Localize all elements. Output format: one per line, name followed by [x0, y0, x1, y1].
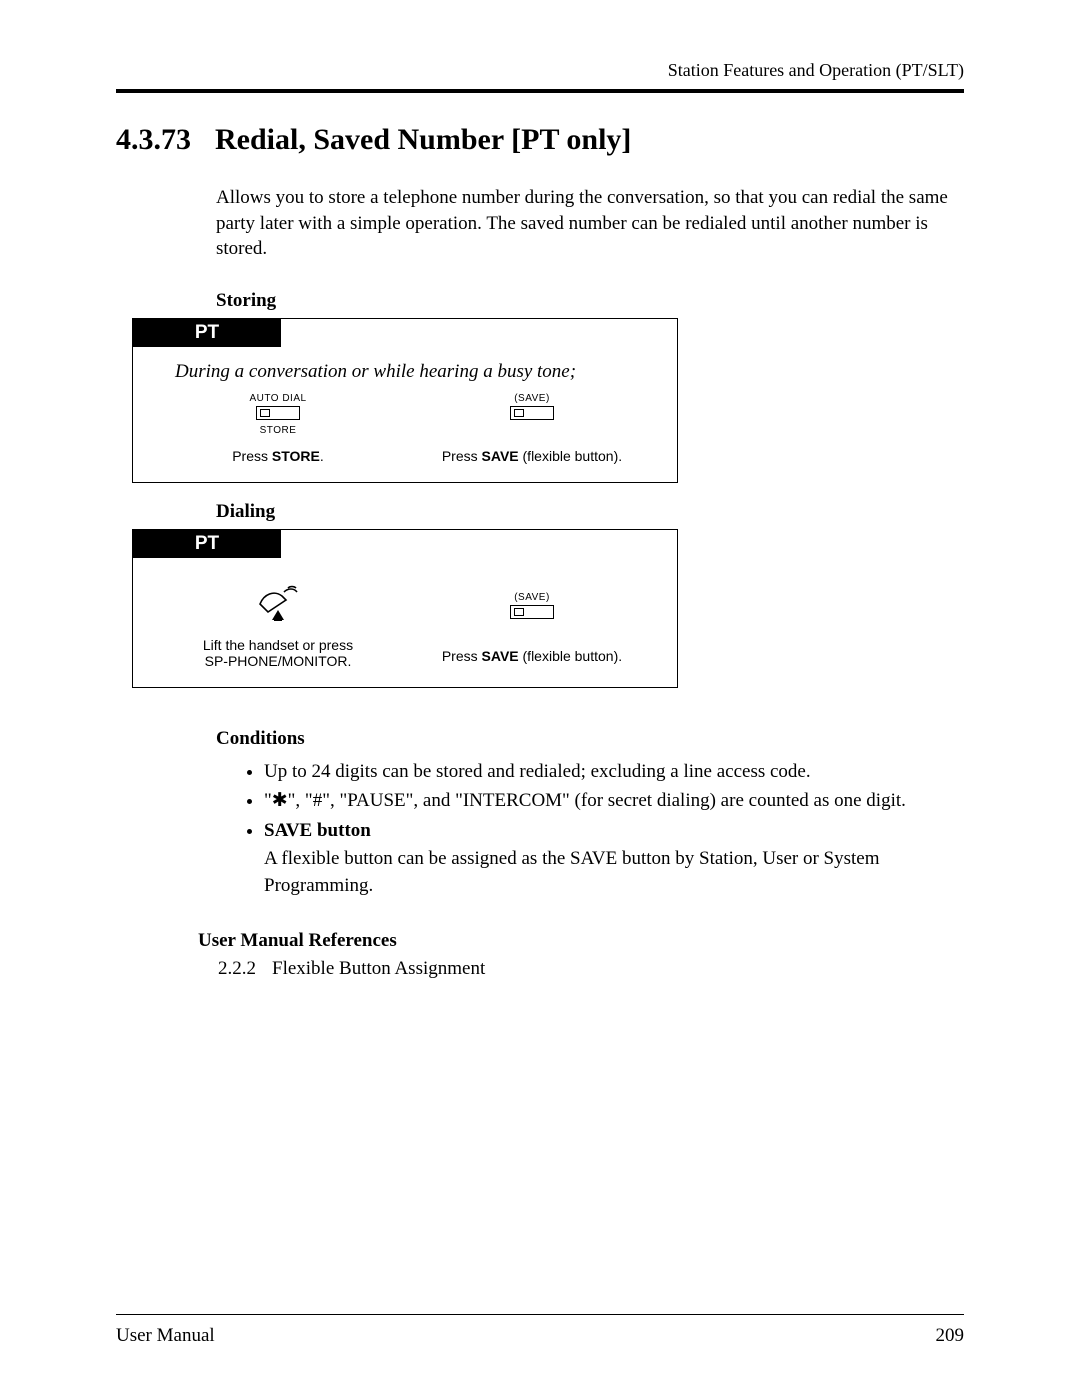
- storing-heading: Storing: [216, 290, 964, 312]
- references-block: User Manual References 2.2.2Flexible But…: [198, 930, 964, 980]
- footer-rule: [116, 1314, 964, 1315]
- caption-text: Press: [442, 648, 482, 664]
- caption-bold: STORE: [272, 448, 320, 464]
- store-button-icon: [256, 406, 300, 420]
- reference-text: Flexible Button Assignment: [272, 958, 485, 979]
- caption-text: Press: [442, 448, 482, 464]
- dialing-heading: Dialing: [216, 501, 964, 523]
- conditions-heading: Conditions: [216, 728, 964, 750]
- save-label-spacer: [410, 425, 654, 436]
- condition-item: "✱", "#", "PAUSE", and "INTERCOM" (for s…: [264, 787, 964, 815]
- section-number: 4.3.73: [116, 123, 191, 157]
- save-label-top: (SAVE): [410, 592, 654, 603]
- storing-steps: AUTO DIAL STORE Press STORE. (SAVE) Pres…: [151, 393, 659, 464]
- condition-item: Up to 24 digits can be stored and redial…: [264, 758, 964, 786]
- caption-text: Press: [232, 448, 272, 464]
- reference-item: 2.2.2Flexible Button Assignment: [218, 958, 964, 980]
- dialing-box: PT: [132, 529, 678, 688]
- storing-step-store: AUTO DIAL STORE Press STORE.: [156, 393, 400, 464]
- auto-dial-label: AUTO DIAL: [156, 393, 400, 404]
- section-title-text: Redial, Saved Number [PT only]: [215, 123, 631, 156]
- storing-tab: PT: [133, 319, 281, 347]
- conditions-list: Up to 24 digits can be stored and redial…: [264, 758, 964, 900]
- dialing-step-lift: Lift the handset or press SP-PHONE/MONIT…: [156, 582, 400, 669]
- condition-text: "✱", "#", "PAUSE", and "INTERCOM" (for s…: [264, 790, 906, 811]
- caption-text: (flexible button).: [519, 648, 623, 664]
- footer-page-number: 209: [936, 1325, 965, 1347]
- dialing-right-caption: Press SAVE (flexible button).: [410, 648, 654, 664]
- condition-item: SAVE button A flexible button can be ass…: [264, 817, 964, 900]
- save-label-top: (SAVE): [410, 393, 654, 404]
- save-button-icon: [510, 406, 554, 420]
- footer-left: User Manual: [116, 1325, 215, 1347]
- header-right: Station Features and Operation (PT/SLT): [116, 60, 964, 81]
- handset-icon: [254, 582, 302, 627]
- footer-row: User Manual 209: [116, 1325, 964, 1347]
- save-button-icon: [510, 605, 554, 619]
- condition-bold: SAVE button: [264, 820, 371, 841]
- caption-bold: SAVE: [482, 648, 519, 664]
- caption-text: SP-PHONE/MONITOR.: [205, 653, 352, 669]
- dialing-step-save: (SAVE) Press SAVE (flexible button).: [410, 582, 654, 664]
- header-rule: [116, 89, 964, 93]
- storing-right-caption: Press SAVE (flexible button).: [410, 448, 654, 464]
- page: Station Features and Operation (PT/SLT) …: [0, 0, 1080, 1030]
- caption-text: Lift the handset or press: [203, 637, 353, 653]
- storing-body: During a conversation or while hearing a…: [133, 347, 677, 482]
- condition-text: Up to 24 digits can be stored and redial…: [264, 761, 811, 782]
- storing-step-save: (SAVE) Press SAVE (flexible button).: [410, 393, 654, 464]
- intro-paragraph: Allows you to store a telephone number d…: [216, 185, 964, 262]
- storing-left-caption: Press STORE.: [156, 448, 400, 464]
- caption-bold: SAVE: [482, 448, 519, 464]
- reference-number: 2.2.2: [218, 958, 272, 980]
- storing-box: PT During a conversation or while hearin…: [132, 318, 678, 483]
- dialing-left-caption: Lift the handset or press SP-PHONE/MONIT…: [156, 637, 400, 669]
- store-label: STORE: [156, 425, 400, 436]
- dialing-tab: PT: [133, 530, 281, 558]
- references-heading: User Manual References: [198, 930, 964, 952]
- caption-text: .: [320, 448, 324, 464]
- conditions-block: Conditions Up to 24 digits can be stored…: [216, 728, 964, 900]
- dialing-body: Lift the handset or press SP-PHONE/MONIT…: [133, 558, 677, 687]
- storing-note: During a conversation or while hearing a…: [175, 361, 659, 383]
- dialing-steps: Lift the handset or press SP-PHONE/MONIT…: [151, 582, 659, 669]
- footer: User Manual 209: [116, 1314, 964, 1347]
- section-title: 4.3.73 Redial, Saved Number [PT only]: [116, 123, 964, 157]
- condition-text: A flexible button can be assigned as the…: [264, 848, 880, 897]
- caption-text: (flexible button).: [519, 448, 623, 464]
